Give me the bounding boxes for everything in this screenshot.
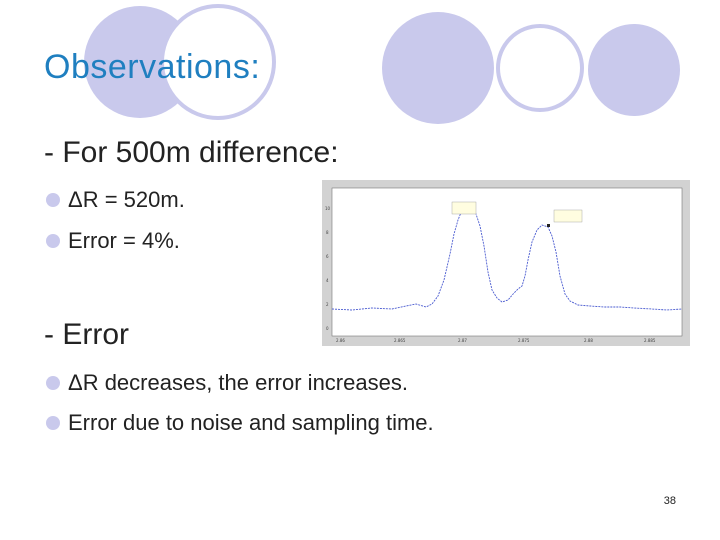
section-heading-error: - Error bbox=[44, 318, 129, 351]
bullet-dot-icon bbox=[46, 193, 60, 207]
y-tick-label: 8 bbox=[326, 230, 329, 235]
x-tick-label: 2.865 bbox=[394, 338, 406, 343]
y-tick-label: 6 bbox=[326, 254, 329, 259]
x-tick-label: 2.88 bbox=[584, 338, 593, 343]
bullet-delta-r: ΔR = 520m. bbox=[46, 187, 185, 213]
bullet-error-increases: ΔR decreases, the error increases. bbox=[46, 370, 408, 396]
x-tick-label: 2.87 bbox=[458, 338, 467, 343]
signal-plot-image: 10 8 6 4 2 0 2.86 2.865 2.87 2.875 2.88 … bbox=[322, 180, 690, 346]
bullet-dot-icon bbox=[46, 376, 60, 390]
y-tick-labels: 10 8 6 4 2 0 bbox=[325, 206, 331, 331]
y-tick-label: 10 bbox=[325, 206, 331, 211]
y-tick-label: 0 bbox=[326, 326, 329, 331]
bullet-dot-icon bbox=[46, 416, 60, 430]
bullet-text: ΔR = 520m. bbox=[68, 187, 185, 212]
x-tick-label: 2.875 bbox=[518, 338, 530, 343]
decorative-circles bbox=[84, 4, 680, 124]
bullet-text: Error = 4%. bbox=[68, 228, 180, 253]
y-tick-label: 2 bbox=[326, 302, 329, 307]
bullet-error-cause: Error due to noise and sampling time. bbox=[46, 410, 434, 436]
page-number: 38 bbox=[663, 495, 676, 507]
bullet-dot-icon bbox=[46, 234, 60, 248]
x-tick-label: 2.86 bbox=[336, 338, 345, 343]
x-tick-labels: 2.86 2.865 2.87 2.875 2.88 2.885 bbox=[336, 338, 656, 343]
section-heading-difference: - For 500m difference: bbox=[44, 136, 339, 169]
x-tick-label: 2.885 bbox=[644, 338, 656, 343]
bullet-text: Error due to noise and sampling time. bbox=[68, 410, 434, 435]
slide-title: Observations: bbox=[44, 48, 261, 86]
bullet-error: Error = 4%. bbox=[46, 228, 180, 254]
bullet-text: ΔR decreases, the error increases. bbox=[68, 370, 408, 395]
y-tick-label: 4 bbox=[326, 278, 329, 283]
